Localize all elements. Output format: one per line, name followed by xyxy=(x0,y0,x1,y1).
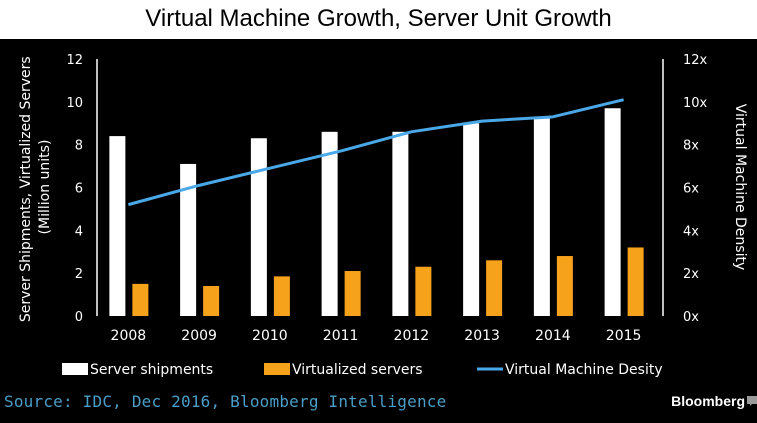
bar-server-shipments xyxy=(321,131,338,316)
left-tick-label: 0 xyxy=(75,310,83,325)
bar-server-shipments xyxy=(533,116,550,316)
right-tick-labels: 0x 2x 4x 6x 8x 10x 12x xyxy=(683,53,708,325)
right-tick-label: 4x xyxy=(683,224,699,239)
bar-virtualized-servers xyxy=(556,256,573,316)
left-tick-labels: 0 2 4 6 8 10 12 xyxy=(66,53,83,325)
left-tick-label: 12 xyxy=(66,53,83,68)
left-axis-title-line-1: Server Shipments, Virtualized Servers xyxy=(18,56,34,322)
brand-logo: Bloomberg xyxy=(671,393,745,409)
bar-virtualized-servers xyxy=(132,283,149,316)
bar-virtualized-servers xyxy=(627,247,644,316)
category-label: 2014 xyxy=(535,328,571,344)
right-tick-label: 8x xyxy=(683,139,699,154)
category-label: 2008 xyxy=(111,328,147,344)
bar-virtualized-servers xyxy=(486,260,503,316)
left-tick-label: 10 xyxy=(66,96,83,111)
bar-virtualized-servers xyxy=(203,286,220,316)
right-tick-label: 10x xyxy=(683,96,708,111)
chart-panel: 0 2 4 6 8 10 12 0x 2x 4x 6x 8x 10x 12x 2008 2009 2010 2… xyxy=(0,39,757,423)
bar-server-shipments xyxy=(109,136,126,316)
bloomberg-icon xyxy=(747,396,757,406)
right-tick-label: 0x xyxy=(683,310,699,325)
bar-server-shipments xyxy=(604,108,621,316)
bar-virtualized-servers xyxy=(273,276,290,316)
left-axis-title: Server Shipments, Virtualized Servers (M… xyxy=(18,52,53,322)
bar-server-shipments xyxy=(392,131,409,316)
bar-virtualized-servers xyxy=(415,266,432,316)
left-tick-label: 4 xyxy=(75,224,83,239)
right-axis-title: Virtual Machine Density xyxy=(732,104,748,270)
right-tick-label: 12x xyxy=(683,53,708,68)
category-label: 2015 xyxy=(606,328,642,344)
category-label: 2013 xyxy=(464,328,500,344)
density-line-layer xyxy=(127,98,624,207)
legend-label-server-shipments: Server shipments xyxy=(90,362,213,378)
bar-server-shipments xyxy=(250,138,267,316)
bars xyxy=(109,108,644,316)
category-labels: 2008 2009 2010 2011 2012 2013 2014 2015 xyxy=(111,328,642,344)
legend-swatch-server-shipments xyxy=(62,363,88,375)
legend-label-density: Virtual Machine Desity xyxy=(505,362,663,378)
bar-server-shipments xyxy=(463,123,480,316)
category-label: 2012 xyxy=(394,328,430,344)
category-label: 2011 xyxy=(323,328,359,344)
left-axis-title-line-2: (Million units) xyxy=(37,140,53,235)
legend-label-virtualized-servers: Virtualized servers xyxy=(292,362,423,378)
right-tick-label: 2x xyxy=(683,267,699,282)
axes xyxy=(96,59,664,316)
source-note: Source: IDC, Dec 2016, Bloomberg Intelli… xyxy=(4,392,447,411)
left-tick-label: 8 xyxy=(75,139,83,154)
legend: Server shipments Virtualized servers Vir… xyxy=(62,362,663,378)
density-line xyxy=(127,98,624,207)
chart-title: Virtual Machine Growth, Server Unit Grow… xyxy=(145,5,612,32)
bar-virtualized-servers xyxy=(344,271,361,316)
bar-server-shipments xyxy=(180,163,197,316)
category-label: 2009 xyxy=(181,328,217,344)
left-tick-label: 2 xyxy=(75,267,83,282)
left-tick-label: 6 xyxy=(75,182,83,197)
right-tick-label: 6x xyxy=(683,182,699,197)
category-label: 2010 xyxy=(252,328,288,344)
legend-swatch-virtualized-servers xyxy=(264,363,290,375)
